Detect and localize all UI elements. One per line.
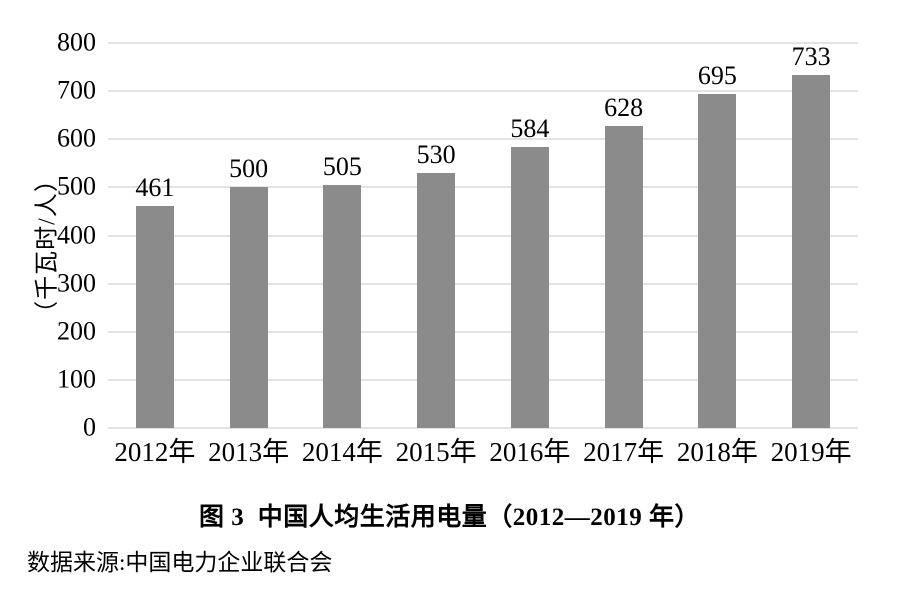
x-tick-label: 2016年 bbox=[489, 437, 571, 467]
y-tick-label: 0 bbox=[83, 412, 96, 442]
y-axis-ticks: 0 100 200 300 400 500 600 700 800 bbox=[0, 29, 96, 440]
value-label: 628 bbox=[604, 92, 644, 122]
y-tick-label: 200 bbox=[57, 316, 96, 346]
bar bbox=[323, 184, 362, 428]
y-tick-label: 400 bbox=[57, 219, 96, 249]
y-tick-label: 500 bbox=[57, 171, 96, 201]
gridline bbox=[108, 282, 858, 285]
value-label: 500 bbox=[229, 154, 269, 184]
x-tick-label: 2019年 bbox=[770, 437, 852, 467]
y-tick-label: 300 bbox=[57, 268, 96, 298]
gridline bbox=[108, 330, 858, 333]
x-tick-label: 2018年 bbox=[676, 437, 758, 467]
y-tick-label: 700 bbox=[57, 75, 96, 105]
x-tick-label: 2014年 bbox=[301, 437, 383, 467]
x-axis-ticks: 2012年 2013年 2014年 2015年 2016年 2017年 2018年 2019年 bbox=[108, 437, 858, 472]
source-note: 数据来源:中国电力企业联合会 bbox=[27, 550, 333, 575]
bar bbox=[792, 75, 831, 428]
value-label: 505 bbox=[322, 151, 362, 181]
y-tick-label: 100 bbox=[57, 364, 96, 394]
x-tick-label: 2012年 bbox=[114, 437, 196, 467]
chart-title: 图 3 中国人均生活用电量（2012—2019 年） bbox=[198, 504, 700, 531]
bar bbox=[417, 172, 456, 428]
bar bbox=[604, 125, 643, 428]
y-tick-label: 600 bbox=[57, 123, 96, 153]
value-label: 584 bbox=[510, 113, 550, 143]
gridline bbox=[108, 378, 858, 381]
y-tick-label: 800 bbox=[57, 27, 96, 57]
gridline bbox=[108, 138, 858, 141]
value-label: 461 bbox=[135, 173, 175, 203]
gridline bbox=[108, 427, 858, 429]
gridline bbox=[108, 234, 858, 237]
x-tick-label: 2013年 bbox=[208, 437, 290, 467]
bar bbox=[510, 146, 549, 428]
x-tick-label: 2017年 bbox=[583, 437, 665, 467]
gridline bbox=[108, 42, 858, 44]
bar bbox=[698, 93, 737, 428]
x-tick-label: 2015年 bbox=[395, 437, 477, 467]
bar bbox=[229, 187, 268, 428]
plot-area: 461 500 505 530 584 628 695 733 bbox=[108, 42, 858, 429]
gridline bbox=[108, 90, 858, 93]
value-label: 733 bbox=[791, 42, 831, 72]
value-label: 695 bbox=[697, 60, 737, 90]
value-label: 530 bbox=[416, 139, 456, 169]
gridline bbox=[108, 186, 858, 189]
bar bbox=[135, 206, 174, 428]
